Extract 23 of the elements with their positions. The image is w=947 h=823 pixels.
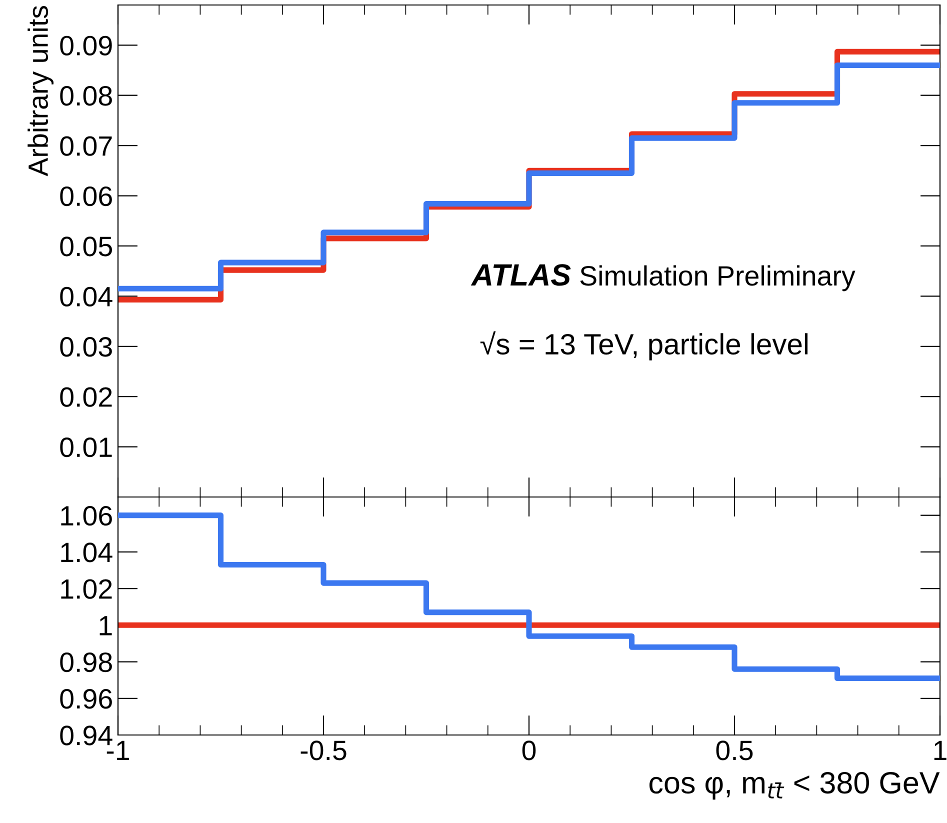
y-tick-label: 0.04 [60, 286, 112, 307]
y-tick-label: 1.04 [61, 542, 112, 562]
y-tick-label: 0.08 [60, 86, 112, 106]
y-tick-label: 0.07 [60, 136, 112, 156]
x-tick-label: 0 [522, 740, 536, 760]
y-tick-label: 0.96 [60, 689, 112, 709]
y-tick-label: 0.01 [60, 437, 112, 458]
y-tick-label: 0.98 [60, 652, 112, 672]
x-tick-label: -0.5 [300, 740, 346, 760]
annotation: √s = 13 TeV, particle level [480, 331, 808, 360]
y-axis-title: Arbitrary units [28, 6, 54, 176]
y-tick-label: 0.03 [60, 337, 112, 357]
y-tick-label: 1 [100, 616, 112, 636]
y-tick-label: 0.06 [60, 186, 112, 206]
x-axis-title: cos φ, m$_{tt̄}$ < 380 GeV [649, 772, 940, 800]
y-tick-label: 0.05 [60, 236, 112, 256]
y-tick-label: 1.02 [61, 579, 112, 599]
annotation: ATLAS Simulation Preliminary [470, 264, 856, 292]
x-tick-label: 0.5 [716, 740, 753, 760]
y-tick-label: 0.02 [60, 387, 112, 407]
y-tick-label: 0.09 [60, 36, 112, 56]
x-tick-label: 1 [934, 740, 946, 760]
y-tick-label: 1.06 [61, 506, 112, 526]
